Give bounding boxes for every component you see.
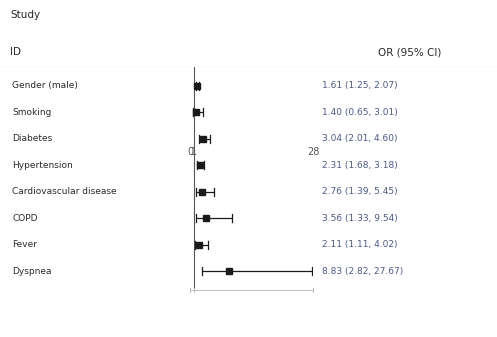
Text: 2.76 (1.39, 5.45): 2.76 (1.39, 5.45) <box>322 187 397 196</box>
Text: Cardiovascular disease: Cardiovascular disease <box>12 187 117 196</box>
Text: Gender (male): Gender (male) <box>12 82 78 90</box>
Text: 0: 0 <box>187 147 193 157</box>
Text: ID: ID <box>10 47 21 57</box>
Text: Study: Study <box>10 10 40 20</box>
Text: 1.40 (0.65, 3.01): 1.40 (0.65, 3.01) <box>322 108 397 117</box>
Text: Dyspnea: Dyspnea <box>12 267 52 276</box>
Text: Diabetes: Diabetes <box>12 134 53 143</box>
Text: 28: 28 <box>307 147 319 157</box>
Text: Hypertension: Hypertension <box>12 161 73 170</box>
Text: 1: 1 <box>191 147 197 157</box>
Text: 8.83 (2.82, 27.67): 8.83 (2.82, 27.67) <box>322 267 403 276</box>
Text: Smoking: Smoking <box>12 108 52 117</box>
Text: COPD: COPD <box>12 214 38 223</box>
Text: 2.31 (1.68, 3.18): 2.31 (1.68, 3.18) <box>322 161 397 170</box>
Text: 2.11 (1.11, 4.02): 2.11 (1.11, 4.02) <box>322 240 397 249</box>
Text: OR (95% CI): OR (95% CI) <box>378 47 441 57</box>
Text: 1.61 (1.25, 2.07): 1.61 (1.25, 2.07) <box>322 82 397 90</box>
Text: 3.04 (2.01, 4.60): 3.04 (2.01, 4.60) <box>322 134 397 143</box>
Text: 3.56 (1.33, 9.54): 3.56 (1.33, 9.54) <box>322 214 397 223</box>
Text: Fever: Fever <box>12 240 37 249</box>
